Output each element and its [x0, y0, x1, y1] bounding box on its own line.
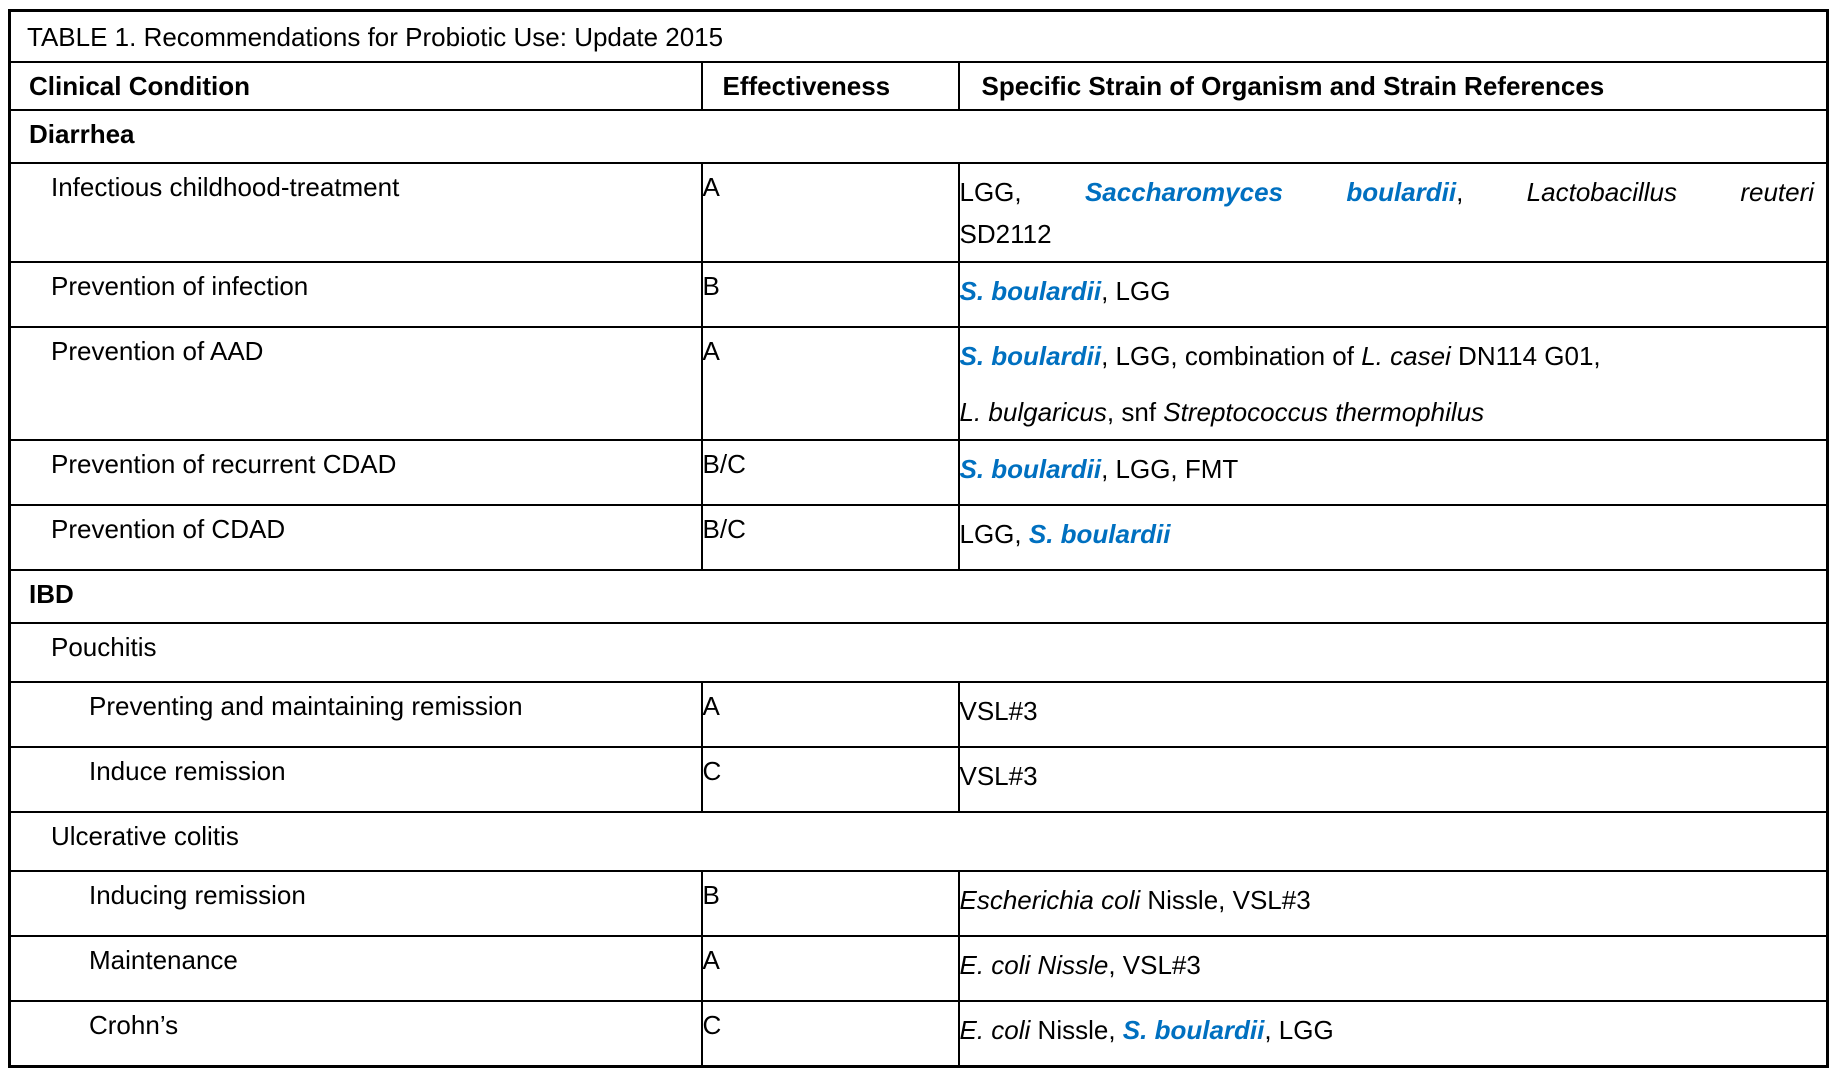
strain-cell: LGG, Saccharomyces boulardii, Lactobacil…	[957, 161, 1829, 263]
column-header-clinical-condition: Clinical Condition	[8, 61, 703, 111]
strain-text: VSL#3	[959, 760, 1038, 791]
table-row-prevention-of-aad: Prevention of AAD A S. boulardii, LGG, c…	[8, 325, 1829, 441]
column-header-effectiveness: Effectiveness	[700, 61, 960, 111]
condition-cell: Preventing and maintaining remission	[8, 680, 703, 748]
table-row-prevention-of-infection: Prevention of infection B S. boulardii, …	[8, 260, 1829, 328]
section-row-ibd: IBD	[8, 568, 1829, 624]
strain-text: , LGG, FMT	[1101, 453, 1239, 484]
column-header-specific-strain: Specific Strain of Organism and Strain R…	[957, 61, 1829, 111]
strain-text: DN114 G01,	[1450, 340, 1601, 371]
strain-cell: S. boulardii, LGG, combination of L. cas…	[957, 325, 1829, 441]
strain-cell: Escherichia coli Nissle, VSL#3	[957, 869, 1829, 937]
section-row-diarrhea: Diarrhea	[8, 108, 1829, 164]
effectiveness-cell: C	[700, 999, 960, 1067]
strain-text-line: E. coli Nissle, S. boulardii, LGG	[959, 1009, 1815, 1051]
strain-text-line: VSL#3	[959, 755, 1815, 797]
strain-text-line: VSL#3	[959, 690, 1815, 732]
strain-text: Lactobacillus reuteri	[1526, 176, 1815, 207]
strain-name-highlighted: S. boulardii	[959, 453, 1102, 484]
condition-cell: Prevention of recurrent CDAD	[8, 438, 703, 506]
strain-text: L. casei	[1361, 340, 1451, 371]
strain-text: LGG,	[959, 176, 1085, 207]
strain-text: , LGG	[1264, 1014, 1334, 1045]
condition-cell: Maintenance	[8, 934, 703, 1002]
strain-text: , LGG	[1101, 275, 1171, 306]
effectiveness-cell: A	[700, 680, 960, 748]
table-row-prevention-of-recurrent-cdad: Prevention of recurrent CDAD B/C S. boul…	[8, 438, 1829, 506]
table-row-preventing-and-maintaining-remission: Preventing and maintaining remission A V…	[8, 680, 1829, 748]
strain-text: L. bulgaricus	[959, 396, 1107, 427]
strain-text: SD2112	[959, 218, 1052, 249]
table-row-induce-remission: Induce remission C VSL#3	[8, 745, 1829, 813]
strain-text-line: LGG, S. boulardii	[959, 513, 1815, 555]
subsection-label: Ulcerative colitis	[8, 810, 1829, 872]
strain-text-line: S. boulardii, LGG, combination of L. cas…	[959, 335, 1815, 377]
strain-name-highlighted: S. boulardii	[959, 275, 1102, 306]
strain-cell: LGG, S. boulardii	[957, 503, 1829, 571]
strain-cell: VSL#3	[957, 745, 1829, 813]
section-label: Diarrhea	[8, 108, 1829, 164]
strain-text: VSL#3	[959, 695, 1038, 726]
condition-cell: Prevention of infection	[8, 260, 703, 328]
strain-text: , LGG, combination of	[1101, 340, 1362, 371]
table-row-maintenance: Maintenance A E. coli Nissle, VSL#3	[8, 934, 1829, 1002]
strain-text-line: L. bulgaricus, snf Streptococcus thermop…	[959, 391, 1815, 433]
table-row-crohns: Crohn’s C E. coli Nissle, S. boulardii, …	[8, 999, 1829, 1067]
strain-text-line: LGG, Saccharomyces boulardii, Lactobacil…	[959, 171, 1815, 213]
strain-name-highlighted: S. boulardii	[1028, 518, 1171, 549]
effectiveness-cell: B	[700, 260, 960, 328]
probiotic-recommendations-table: TABLE 1. Recommendations for Probiotic U…	[8, 9, 1830, 1068]
strain-cell: E. coli Nissle, VSL#3	[957, 934, 1829, 1002]
strain-text: E. coli Nissle	[959, 949, 1109, 980]
strain-name-highlighted: S. boulardii	[1122, 1014, 1265, 1045]
subsection-row-ulcerative-colitis: Ulcerative colitis	[8, 810, 1829, 872]
effectiveness-cell: C	[700, 745, 960, 813]
strain-text: LGG,	[959, 518, 1029, 549]
strain-text: Escherichia coli	[959, 884, 1141, 915]
strain-text-line: E. coli Nissle, VSL#3	[959, 944, 1815, 986]
strain-name-highlighted: S. boulardii	[959, 340, 1102, 371]
effectiveness-cell: A	[700, 325, 960, 441]
table-title-row: TABLE 1. Recommendations for Probiotic U…	[8, 9, 1829, 63]
condition-cell: Induce remission	[8, 745, 703, 813]
strain-text-line: S. boulardii, LGG	[959, 270, 1815, 312]
strain-text: E. coli	[959, 1014, 1031, 1045]
condition-cell: Prevention of CDAD	[8, 503, 703, 571]
effectiveness-cell: B/C	[700, 438, 960, 506]
effectiveness-cell: A	[700, 161, 960, 263]
strain-text: Streptococcus thermophilus	[1163, 396, 1485, 427]
effectiveness-cell: B/C	[700, 503, 960, 571]
table-row-prevention-of-cdad: Prevention of CDAD B/C LGG, S. boulardii	[8, 503, 1829, 571]
table-row-infectious-childhood-treatment: Infectious childhood-treatment A LGG, Sa…	[8, 161, 1829, 263]
condition-cell: Crohn’s	[8, 999, 703, 1067]
effectiveness-cell: A	[700, 934, 960, 1002]
table-title: TABLE 1. Recommendations for Probiotic U…	[8, 9, 1829, 63]
condition-cell: Infectious childhood-treatment	[8, 161, 703, 263]
strain-text: , VSL#3	[1108, 949, 1201, 980]
strain-text-line: S. boulardii, LGG, FMT	[959, 448, 1815, 490]
strain-text-line: Escherichia coli Nissle, VSL#3	[959, 879, 1815, 921]
table-header-row: Clinical Condition Effectiveness Specifi…	[8, 61, 1829, 111]
strain-text-line: SD2112	[959, 213, 1815, 255]
subsection-row-pouchitis: Pouchitis	[8, 621, 1829, 683]
document-page: TABLE 1. Recommendations for Probiotic U…	[8, 9, 1830, 1068]
strain-text: Nissle, VSL#3	[1140, 884, 1311, 915]
subsection-label: Pouchitis	[8, 621, 1829, 683]
section-label: IBD	[8, 568, 1829, 624]
strain-cell: VSL#3	[957, 680, 1829, 748]
strain-text: , snf	[1106, 396, 1164, 427]
strain-text: Nissle,	[1030, 1014, 1123, 1045]
effectiveness-cell: B	[700, 869, 960, 937]
condition-cell: Prevention of AAD	[8, 325, 703, 441]
strain-text: ,	[1456, 176, 1527, 207]
table-row-inducing-remission: Inducing remission B Escherichia coli Ni…	[8, 869, 1829, 937]
strain-name-highlighted: Saccharomyces boulardii	[1084, 176, 1457, 207]
strain-cell: E. coli Nissle, S. boulardii, LGG	[957, 999, 1829, 1067]
condition-cell: Inducing remission	[8, 869, 703, 937]
strain-cell: S. boulardii, LGG, FMT	[957, 438, 1829, 506]
strain-cell: S. boulardii, LGG	[957, 260, 1829, 328]
